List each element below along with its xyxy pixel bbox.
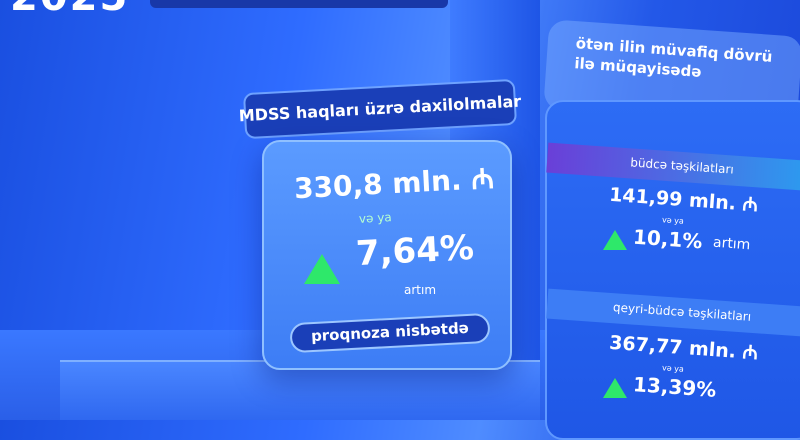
budget-growth: artım <box>712 234 751 254</box>
top-banner <box>150 0 448 8</box>
budget-percent: 10,1% <box>632 224 704 254</box>
triangle-up-icon <box>603 230 627 250</box>
step <box>60 360 540 420</box>
nonbudget-amount: 367,77 mln. ₼ <box>608 331 759 365</box>
budget-amount: 141,99 mln. ₼ <box>608 183 759 217</box>
comparison-card: büdcə təşkilatları 141,99 mln. ₼ və ya 1… <box>545 100 800 440</box>
main-percent: 7,64% <box>355 227 475 275</box>
triangle-up-icon <box>304 254 340 284</box>
growth-label: artım <box>404 283 437 297</box>
main-amount: 330,8 mln. ₼ <box>293 161 495 206</box>
budget-label: büdcə təşkilatları <box>546 142 800 192</box>
nonbudget-percent: 13,39% <box>632 372 718 402</box>
nonbudget-or: və ya <box>661 363 685 374</box>
main-card: 330,8 mln. ₼ və ya 7,64% artım proqnoza … <box>262 140 512 370</box>
budget-or: və ya <box>661 215 685 226</box>
or-label: və ya <box>358 210 393 226</box>
basis-pill: proqnoza nisbətdə <box>289 312 491 354</box>
triangle-up-icon <box>603 378 627 398</box>
nonbudget-label: qeyri-büdcə təşkilatları <box>546 288 800 338</box>
year: 2025 <box>10 0 129 20</box>
